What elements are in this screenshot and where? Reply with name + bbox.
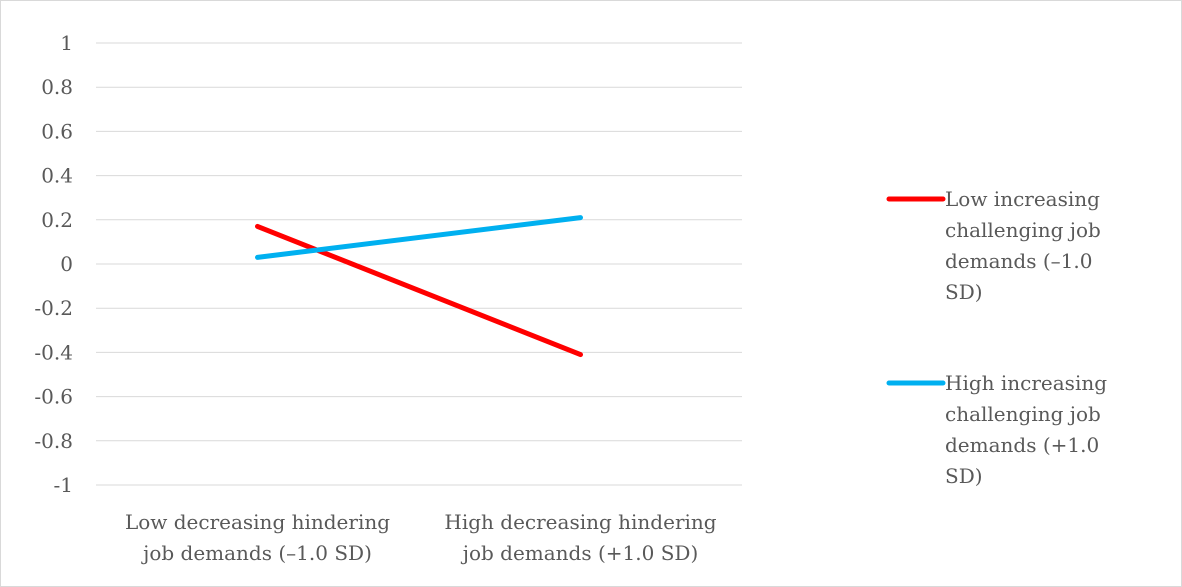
- y-tick-label: 0: [60, 252, 73, 276]
- legend-label-2: SD): [945, 464, 983, 488]
- y-tick-label: 0.2: [41, 208, 73, 232]
- series-line-2: [255, 215, 583, 260]
- x-category-label: Low decreasing hindering: [125, 510, 390, 534]
- legend-label-2: High increasing: [945, 371, 1107, 395]
- x-category-label: High decreasing hindering: [444, 510, 716, 534]
- legend-label-1: Low increasing: [945, 187, 1100, 211]
- x-category-label: job demands (+1.0 SD): [461, 541, 699, 565]
- y-axis-tick-labels: 1 0.8 0.6 0.4 0.2 0 -0.2 -0.4 -0.6 -0.8 -1: [34, 31, 73, 497]
- y-tick-label: -0.8: [34, 429, 73, 453]
- legend: Low increasing challenging job demands (–1…: [886, 187, 1107, 488]
- x-category-label: job demands (–1.0 SD): [141, 541, 372, 565]
- legend-label-2: challenging job: [945, 402, 1101, 426]
- series-lines: [255, 215, 583, 358]
- legend-label-1: demands (–1.0: [945, 249, 1092, 273]
- y-tick-label: 0.6: [41, 119, 73, 143]
- x-axis-category-labels: Low decreasing hindering job demands (–1.…: [125, 510, 717, 565]
- y-tick-label: -1: [54, 473, 73, 497]
- gridlines: [96, 42, 742, 486]
- y-tick-label: 0.4: [41, 164, 73, 188]
- series-line-1: [255, 223, 583, 358]
- y-tick-label: -0.2: [34, 296, 73, 320]
- legend-label-1: challenging job: [945, 218, 1101, 242]
- y-tick-label: 0.8: [41, 75, 73, 99]
- y-tick-label: 1: [60, 31, 73, 55]
- y-tick-label: -0.6: [34, 385, 73, 409]
- y-tick-label: -0.4: [34, 340, 73, 364]
- legend-label-2: demands (+1.0: [945, 433, 1099, 457]
- legend-label-1: SD): [945, 280, 983, 304]
